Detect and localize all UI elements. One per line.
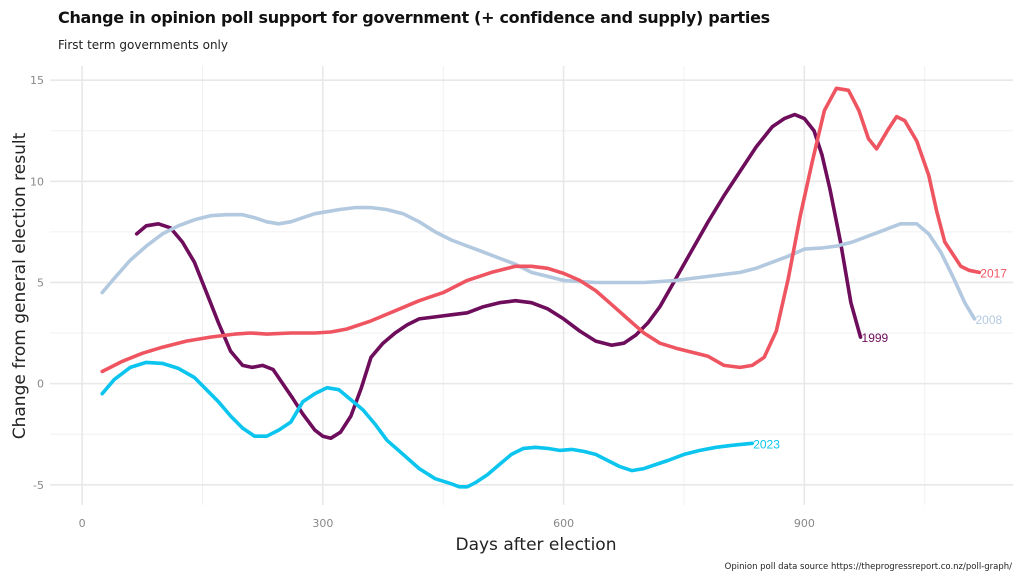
y-axis-label: Change from general election result xyxy=(10,132,30,439)
x-tick-label: 900 xyxy=(794,517,815,530)
chart-caption: Opinion poll data source https://theprog… xyxy=(724,562,1012,572)
series-line-1999 xyxy=(134,112,863,440)
series-lines xyxy=(100,86,982,489)
series-label-2008: 2008 xyxy=(975,313,1002,327)
series-label-2017: 2017 xyxy=(980,266,1007,280)
y-tick-label: -5 xyxy=(33,479,44,492)
y-axis-ticks: -5 0 5 10 15 xyxy=(30,74,44,492)
x-tick-label: 300 xyxy=(312,517,333,530)
y-tick-label: 15 xyxy=(30,74,44,87)
series-line-2008 xyxy=(100,205,977,321)
series-label-1999: 1999 xyxy=(862,331,889,345)
series-line-2023 xyxy=(100,360,754,489)
series-line-2017 xyxy=(100,86,982,374)
series-label-2023: 2023 xyxy=(753,437,780,451)
y-tick-label: 0 xyxy=(37,378,44,391)
y-tick-label: 10 xyxy=(30,175,44,188)
x-tick-label: 0 xyxy=(79,517,86,530)
x-axis-ticks: 0 300 600 900 xyxy=(79,517,815,530)
x-axis-label: Days after election xyxy=(455,535,616,555)
chart-subtitle: First term governments only xyxy=(58,38,228,52)
y-tick-label: 5 xyxy=(37,276,44,289)
gridlines xyxy=(50,66,1013,505)
chart-title: Change in opinion poll support for gover… xyxy=(58,8,770,27)
x-tick-label: 600 xyxy=(553,517,574,530)
series-labels: 1999 2008 2017 2023 xyxy=(753,266,1007,451)
